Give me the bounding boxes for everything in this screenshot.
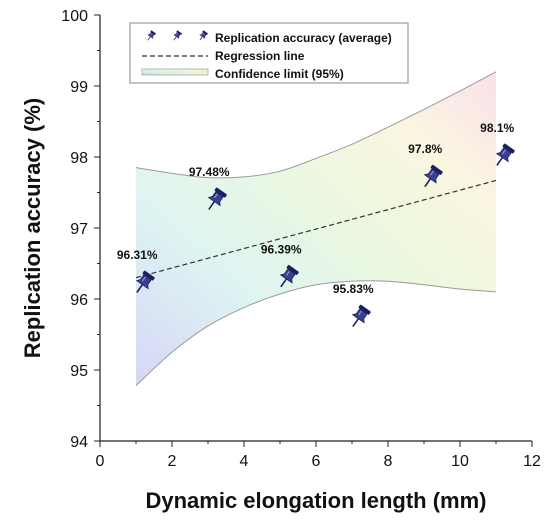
pushpin-highlight: [202, 33, 204, 36]
legend-label-regression: Regression line: [215, 49, 305, 63]
regression-line: [135, 179, 497, 279]
pushpin-needle: [424, 178, 432, 187]
pushpin-head: [430, 164, 443, 175]
pushpin-highlight: [176, 33, 178, 36]
pushpin-body: [135, 274, 152, 290]
pushpin-highlight: [285, 270, 290, 276]
legend-band-swatch: [141, 68, 209, 76]
y-axis-title: Replication accuracy (%): [20, 98, 45, 358]
pushpin-needle: [136, 283, 144, 293]
confidence-upper-line: [135, 71, 497, 179]
pushpin-needle: [199, 36, 203, 41]
pushpin-needle: [496, 156, 504, 166]
pushpin-body: [279, 268, 296, 284]
pushpin-head: [502, 143, 515, 154]
pushpin-head: [176, 30, 182, 35]
pushpin-needle: [208, 200, 216, 210]
data-label: 97.48%: [189, 165, 230, 179]
data-label: 96.39%: [261, 242, 302, 256]
pushpin-body: [207, 191, 224, 207]
data-point-marker: [279, 264, 299, 288]
pushpin-needle: [280, 278, 288, 288]
data-point-marker: [495, 143, 515, 166]
y-tick-label: 95: [70, 363, 88, 380]
x-tick-label: 6: [312, 453, 321, 470]
y-tick-label: 98: [70, 150, 88, 167]
pushpin-highlight: [357, 310, 362, 316]
y-tick-label: 94: [70, 434, 88, 451]
legend-label-accuracy: Replication accuracy (average): [215, 31, 392, 45]
pushpin-body: [199, 31, 207, 39]
y-tick-label: 100: [61, 8, 88, 25]
data-label: 96.31%: [117, 248, 158, 262]
pushpin-body: [351, 308, 368, 324]
pushpin-head: [142, 270, 155, 281]
pushpin-body: [147, 31, 155, 39]
x-tick-label: 2: [168, 453, 177, 470]
legend-pushpin-icon: [147, 30, 156, 41]
data-label: 98.1%: [480, 121, 514, 135]
legend-pushpin-icon: [173, 30, 182, 41]
pushpin-body: [495, 147, 512, 163]
pushpin-head: [286, 264, 299, 275]
data-point-marker: [135, 270, 155, 293]
data-point-marker: [207, 187, 227, 210]
pushpin-head: [358, 304, 371, 315]
pushpin-needle: [173, 36, 177, 41]
data-label: 97.8%: [408, 142, 442, 156]
pushpin-highlight: [429, 170, 434, 176]
y-tick-label: 97: [70, 221, 88, 238]
pushpin-body: [173, 31, 181, 39]
x-tick-label: 0: [96, 453, 105, 470]
legend: Replication accuracy (average) Regressio…: [129, 22, 409, 84]
pushpin-head: [214, 187, 227, 198]
x-axis-title: Dynamic elongation length (mm): [145, 488, 486, 513]
data-point-marker: [423, 164, 443, 187]
x-tick-label: 4: [240, 453, 249, 470]
confidence-lower-line: [135, 280, 497, 386]
x-tick-label: 12: [523, 453, 541, 470]
pushpin-needle: [352, 317, 360, 327]
pushpin-highlight: [213, 193, 218, 199]
y-tick-label: 99: [70, 79, 88, 96]
pushpin-needle: [147, 36, 151, 41]
pushpin-highlight: [150, 33, 152, 36]
y-tick-label: 96: [70, 292, 88, 309]
pushpin-highlight: [141, 276, 146, 282]
pushpin-body: [423, 168, 440, 184]
legend-pushpin-icon: [199, 30, 208, 41]
pushpin-head: [150, 30, 156, 35]
x-tick-label: 8: [384, 453, 393, 470]
pushpin-highlight: [501, 149, 506, 155]
data-label: 95.83%: [333, 282, 374, 296]
data-point-marker: [351, 304, 371, 327]
x-tick-label: 10: [451, 453, 469, 470]
pushpin-head: [202, 30, 208, 35]
legend-label-confidence: Confidence limit (95%): [215, 67, 344, 81]
